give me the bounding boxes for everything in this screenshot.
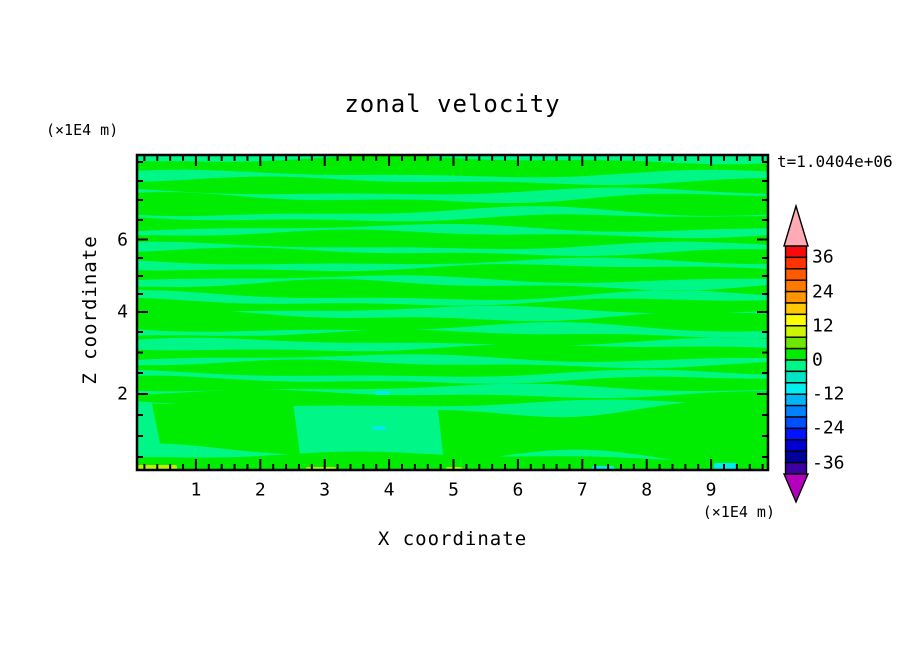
y-tick-label: 4: [117, 301, 128, 323]
plot-title: zonal velocity: [344, 90, 561, 118]
colorbar-segment: [784, 404, 808, 418]
colorbar-segment: [784, 279, 808, 293]
contour-band: [137, 214, 768, 232]
colorbar-segment: [784, 393, 808, 407]
colorbar-segment: [784, 290, 808, 304]
contour-band: [137, 176, 768, 195]
contour-band: [438, 400, 768, 466]
x-tick-label: 3: [319, 479, 331, 501]
contour-band: [137, 297, 768, 314]
contour-field: [137, 155, 768, 470]
colorbar-segment: [784, 245, 808, 259]
x-axis-title: X coordinate: [377, 528, 528, 550]
contour-speck: [714, 463, 737, 470]
colorbar-tick-label: 24: [812, 281, 834, 303]
colorbar-segment: [784, 256, 808, 270]
colorbar-tick-label: -24: [812, 417, 845, 439]
colorbar-tick-label: -12: [812, 383, 845, 405]
x-tick-label: 9: [705, 479, 717, 501]
x-axis-unit-label: (×1E4 m): [702, 503, 775, 521]
colorbar-segment: [784, 427, 808, 441]
colorbar-segment: [784, 416, 808, 430]
contour-band: [137, 375, 768, 392]
colorbar-segment: [784, 382, 808, 395]
plot-frame: [135, 153, 770, 472]
colorbar-segment: [784, 268, 808, 281]
contour-band: [137, 247, 768, 265]
colorbar-tick-label: -36: [812, 452, 845, 474]
x-tick-label: 5: [448, 479, 459, 501]
contour-band: [137, 344, 768, 362]
contour-band: [152, 395, 300, 455]
colorbar-tick-label: 0: [812, 349, 823, 371]
contour-band: [137, 229, 768, 250]
contour-band: [137, 389, 768, 407]
colorbar: [782, 203, 810, 504]
colorbar-lower-arrow: [782, 473, 810, 504]
colorbar-segment: [784, 347, 808, 361]
y-tick-label: 2: [117, 383, 128, 405]
x-tick-label: 6: [512, 479, 524, 501]
x-tick-label: 8: [641, 479, 653, 501]
colorbar-segment: [784, 461, 808, 475]
y-tick-label: 6: [117, 229, 128, 250]
contour-band: [137, 264, 768, 283]
x-tick-label: 4: [383, 479, 395, 501]
contour-speck: [375, 391, 390, 395]
contour-speck: [372, 426, 386, 430]
axis-ticks: [137, 155, 768, 470]
colorbar-segment: [784, 302, 808, 316]
x-tick-label: 2: [254, 479, 266, 501]
x-tick-label: 1: [190, 479, 202, 501]
contour-band: [137, 155, 768, 178]
contour-band: [137, 310, 768, 332]
colorbar-segment: [784, 450, 808, 464]
colorbar-segment: [784, 336, 808, 350]
x-tick-label: 7: [576, 479, 588, 501]
colorbar-upper-arrow: [783, 203, 809, 247]
colorbar-segment: [784, 325, 808, 338]
contour-band: [137, 192, 768, 217]
contour-band: [137, 279, 768, 300]
contour-band: [137, 329, 768, 346]
colorbar-segment: [784, 359, 808, 373]
colorbar-segment: [784, 439, 808, 452]
colorbar-segment: [784, 313, 808, 327]
colorbar-tick-label: 12: [812, 315, 834, 337]
colorbar-segment: [784, 370, 808, 384]
time-annotation: t=1.0404e+06: [777, 152, 893, 171]
contour-band: [137, 359, 768, 377]
y-axis-unit-label: (×1E4 m): [46, 121, 119, 139]
colorbar-tick-label: 36: [812, 246, 834, 268]
